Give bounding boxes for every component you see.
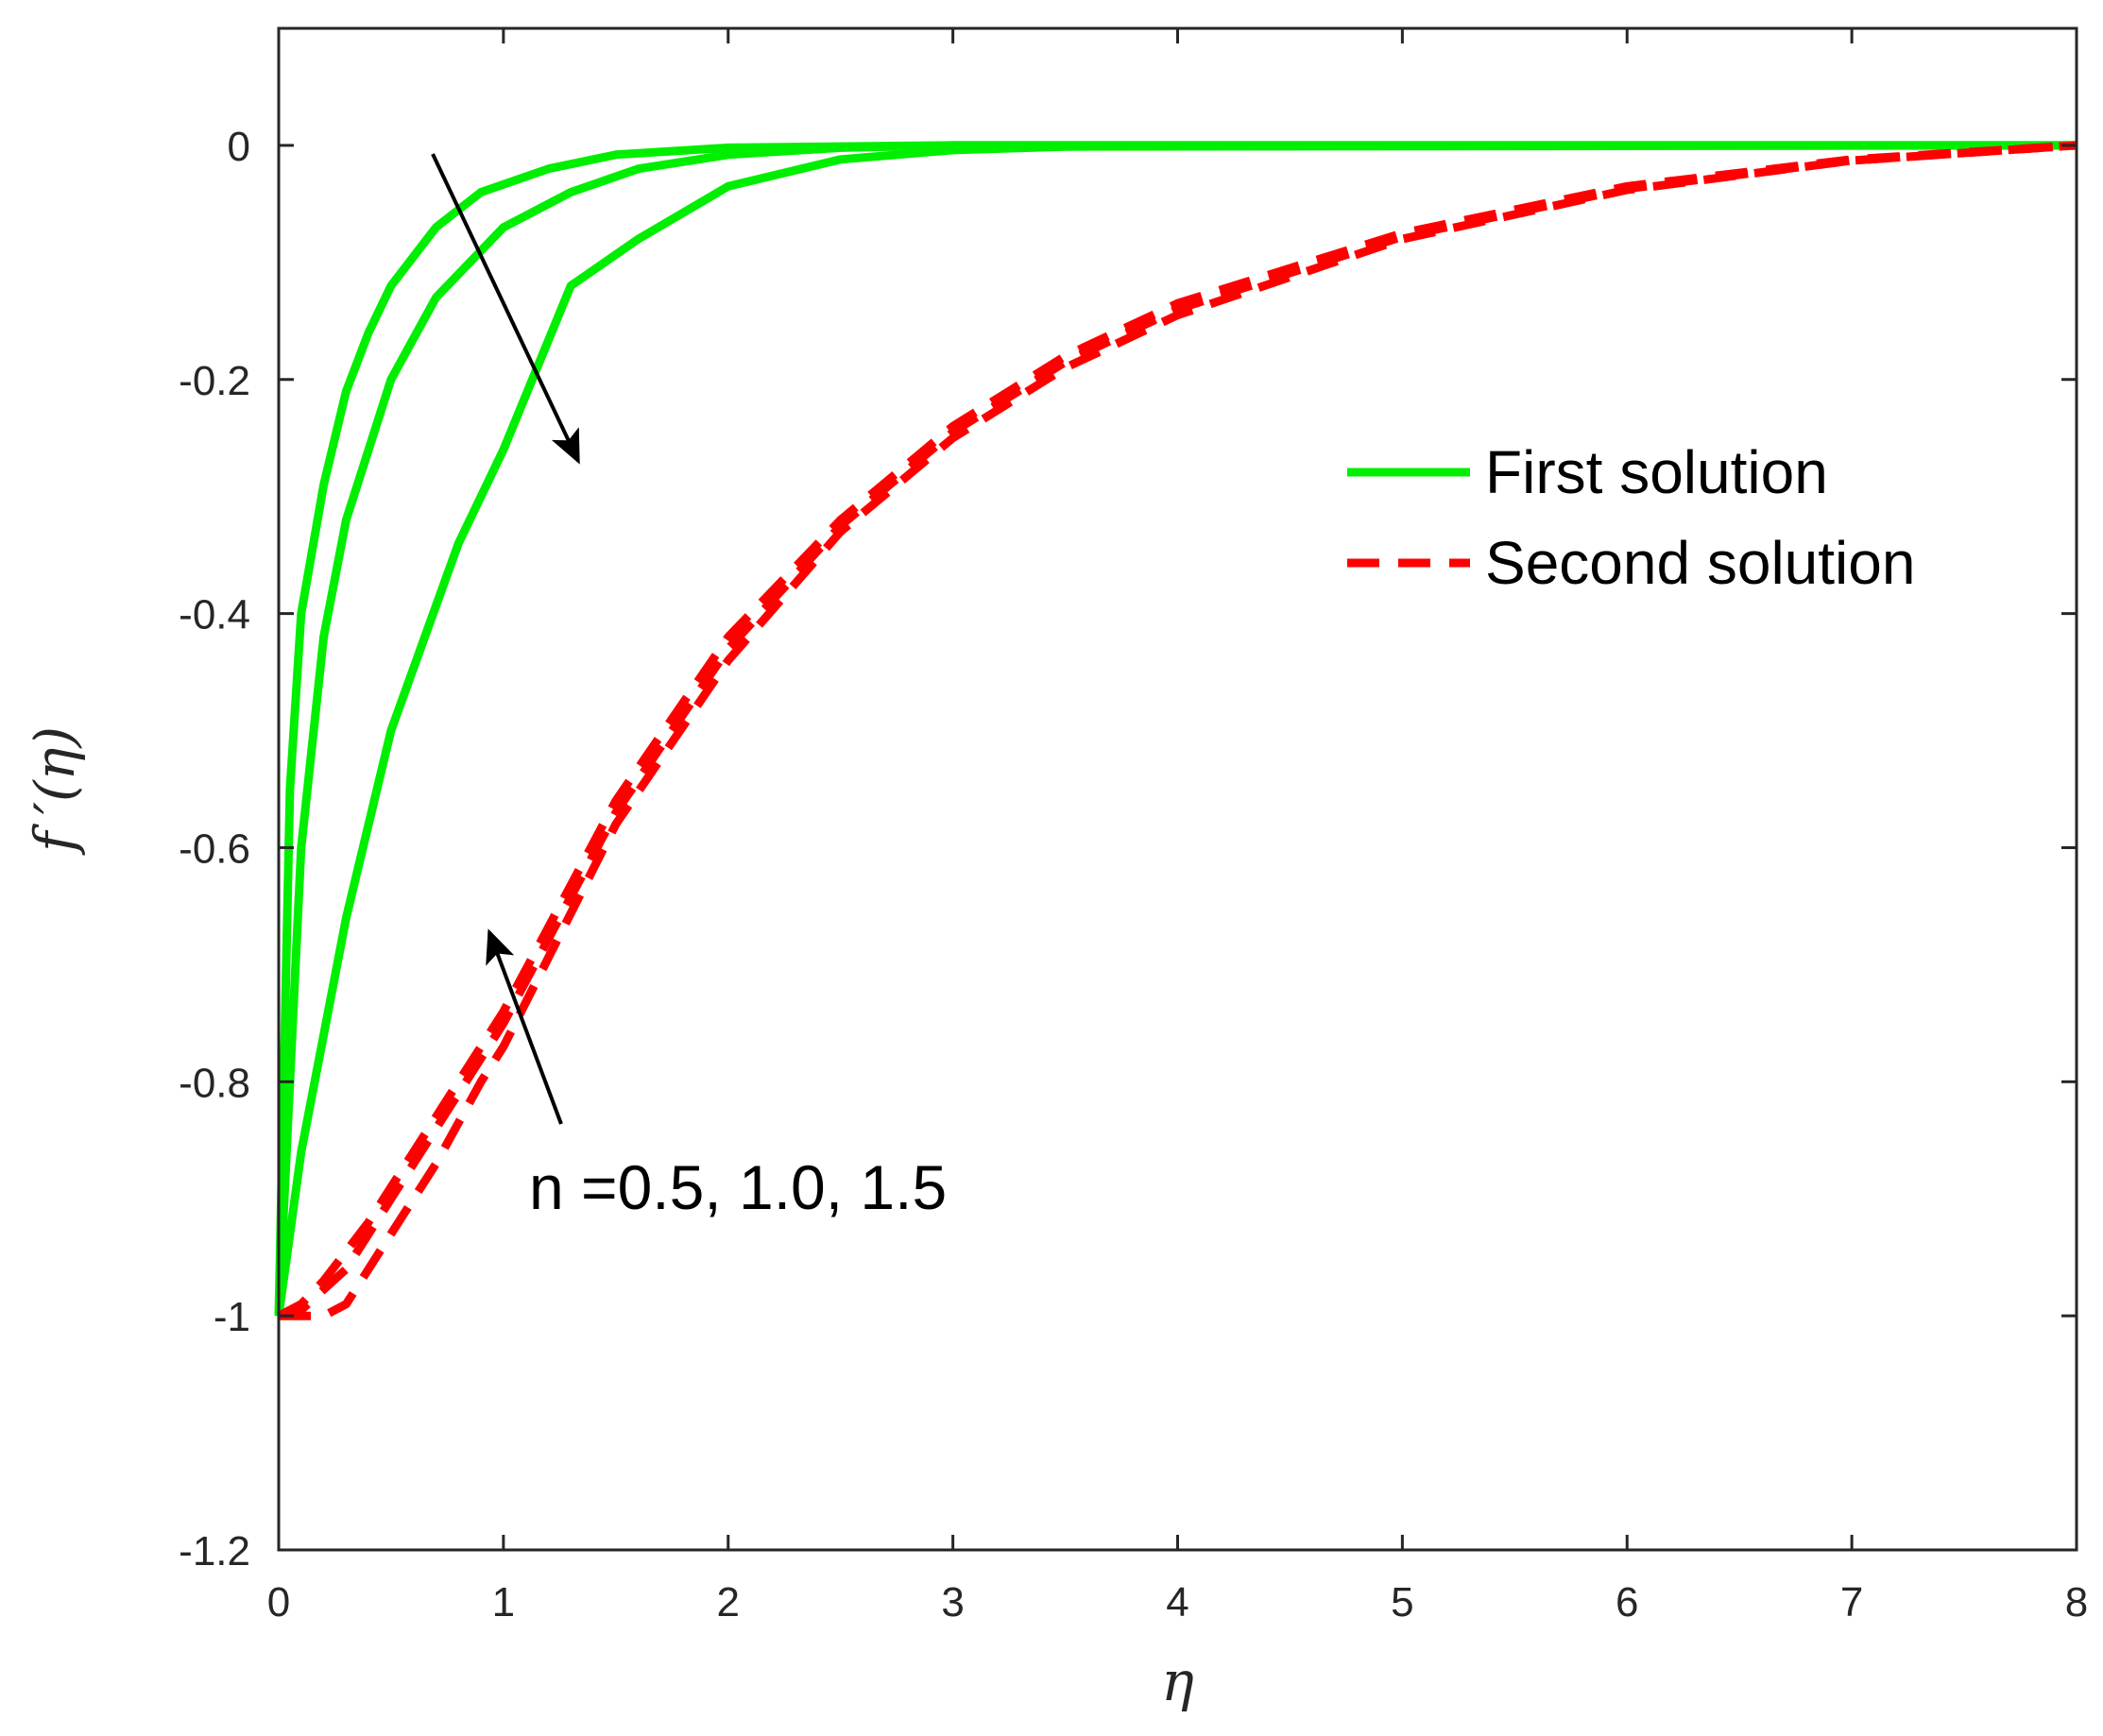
y-tick-label: -0.8 (179, 1060, 250, 1106)
x-tick-label: 7 (1840, 1579, 1863, 1625)
x-tick-label: 6 (1616, 1579, 1638, 1625)
legend-label-2: Second solution (1485, 529, 1915, 597)
axes-layer: 0 1 2 3 4 5 6 7 8 0 -0.2 -0.4 -0.6 -0.8 -1 -1.2 η f ′(η) (23, 26, 2088, 1713)
y-tick-label: -0.6 (179, 825, 250, 872)
y-tick-label: -0.4 (179, 592, 250, 638)
x-tick-label: 5 (1391, 1579, 1413, 1625)
series-line-6 (279, 141, 2077, 1320)
legend: First solution Second solution (1347, 438, 1915, 597)
annotation-text: n =0.5, 1.0, 1.5 (529, 1152, 947, 1222)
x-tick-label: 1 (492, 1579, 515, 1625)
x-axis-label: η (1161, 1649, 1194, 1713)
legend-label-1: First solution (1485, 438, 1828, 506)
y-tick-label: 0 (228, 124, 250, 170)
x-tick-label: 2 (717, 1579, 740, 1625)
x-tick-label: 4 (1166, 1579, 1188, 1625)
annotation-arrow-second-solution (486, 928, 563, 1125)
y-axis-label: f ′(η) (23, 726, 87, 856)
y-tick-label: -1.2 (179, 1528, 250, 1574)
x-tick-label: 0 (267, 1579, 290, 1625)
y-tick-label: -1 (214, 1294, 250, 1340)
annotation-layer: n =0.5, 1.0, 1.5 (431, 153, 947, 1222)
x-tick-label: 8 (2065, 1579, 2088, 1625)
y-tick-label: -0.2 (179, 358, 250, 404)
series-layer (274, 141, 2077, 1320)
series-line-1 (274, 141, 2077, 1317)
series-line-3 (274, 141, 2077, 1317)
series-line-2 (274, 141, 2077, 1317)
annotation-arrow-first-solution (431, 153, 580, 465)
x-tick-label: 3 (941, 1579, 964, 1625)
